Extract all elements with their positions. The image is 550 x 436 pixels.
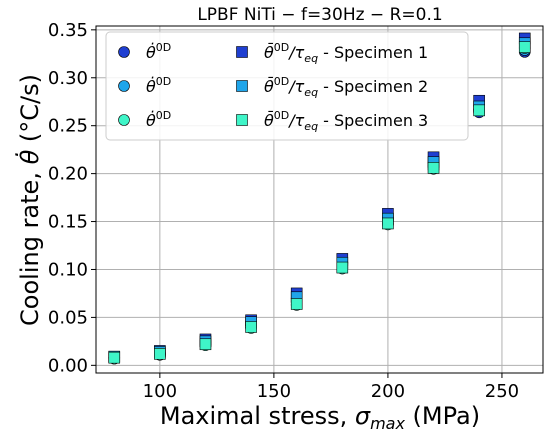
legend-label-rest: - Specimen 2 (318, 77, 428, 96)
y-axis-label-symbol: θ̇ (15, 149, 44, 164)
y-tick-label: 0.25 (48, 116, 88, 137)
axis-ticks: 100 150 200 250 0.00 0.05 0.10 0.15 0.20 0.25 0.30… (48, 20, 519, 402)
legend-label-base: θ̄ (264, 43, 274, 62)
y-tick-label: 0.00 (48, 355, 88, 376)
data-point-square (336, 261, 349, 274)
data-point-square (427, 162, 440, 174)
legend-entry: θ̄0D/τeq - Specimen 3 (236, 109, 428, 133)
legend-label-base: θ̄ (264, 77, 274, 96)
data-points (108, 32, 531, 365)
y-axis-label-prefix: Cooling rate, (16, 164, 44, 326)
legend-label-rest: - Specimen 3 (318, 111, 428, 130)
legend-frame (105, 31, 469, 141)
y-tick-label: 0.15 (48, 212, 88, 233)
legend-label: θ̇0D (146, 109, 171, 130)
legend-marker-square (236, 46, 248, 58)
x-axis-label-suffix: (MPa) (405, 402, 480, 430)
legend-label-sup: 0D (274, 109, 289, 122)
legend-label-sup: 0D (156, 109, 171, 122)
legend-entry: θ̇0D (118, 41, 171, 62)
legend-label-slash: /τ (287, 111, 304, 130)
data-point-square (245, 321, 257, 333)
legend-label: θ̄0D/τeq - Specimen 1 (264, 41, 428, 65)
legend-marker-circle (118, 46, 130, 58)
data-point-square (518, 41, 531, 53)
y-axis-label-suffix: (°C/s) (16, 74, 44, 150)
legend-label-sub: eq (304, 86, 318, 99)
chart-title: LPBF NiTi − f=30Hz − R=0.1 (197, 5, 442, 25)
legend-marker-circle (118, 114, 130, 126)
legend-label-sup: 0D (156, 75, 171, 88)
legend-label: θ̇0D (146, 41, 171, 62)
legend-label-base: θ̇ (146, 111, 156, 130)
legend-label-slash: /τ (287, 77, 304, 96)
data-point-square (290, 298, 303, 310)
legend-label-sup: 0D (274, 41, 289, 54)
x-axis-label: Maximal stress, σmax (MPa) (160, 402, 480, 433)
legend-entry: θ̇0D (118, 75, 171, 96)
data-point-square (473, 104, 485, 117)
data-point-square (108, 351, 121, 364)
data-point-square (199, 338, 212, 351)
x-tick-label: 250 (485, 381, 519, 402)
x-tick-label: 150 (257, 381, 291, 402)
legend-label-sup: 0D (274, 75, 289, 88)
x-tick-label: 100 (143, 381, 177, 402)
x-axis-label-prefix: Maximal stress, (160, 402, 355, 430)
legend-label-base: θ̇ (146, 77, 156, 96)
legend-marker-square (236, 80, 248, 92)
legend-label-sub: eq (304, 120, 318, 133)
x-axis-label-symbol: σ (355, 402, 371, 430)
data-point-square (382, 217, 394, 230)
legend-label-base: θ̇ (146, 43, 156, 62)
x-axis-label-subscript: max (370, 414, 405, 433)
y-tick-label: 0.30 (48, 68, 88, 89)
legend-label-slash: /τ (287, 43, 304, 62)
legend-label-sup: 0D (156, 41, 171, 54)
y-tick-label: 0.10 (48, 259, 88, 280)
data-point-square (154, 348, 166, 360)
legend-label: θ̄0D/τeq - Specimen 2 (264, 75, 428, 99)
series-6 (108, 41, 531, 364)
y-axis-label: Cooling rate, θ̇ (°C/s) (15, 74, 44, 326)
legend-label-sub: eq (304, 52, 318, 65)
legend-label-base: θ̄ (264, 111, 274, 130)
legend-entry: θ̇0D (118, 109, 171, 130)
y-tick-label: 0.20 (48, 164, 88, 185)
legend-label: θ̄0D/τeq - Specimen 3 (264, 109, 428, 133)
plot-area-frame (95, 25, 544, 374)
legend: θ̇0Dθ̇0Dθ̇0Dθ̄0D/τeq - Specimen 1θ̄0D/τe… (105, 31, 469, 141)
legend-label: θ̇0D (146, 75, 171, 96)
legend-label-rest: - Specimen 1 (318, 43, 428, 62)
legend-marker-circle (118, 80, 130, 92)
legend-entry: θ̄0D/τeq - Specimen 1 (236, 41, 428, 65)
x-tick-label: 200 (371, 381, 405, 402)
y-tick-label: 0.05 (48, 307, 88, 328)
y-tick-label: 0.35 (48, 20, 88, 41)
legend-entry: θ̄0D/τeq - Specimen 2 (236, 75, 428, 99)
legend-marker-square (236, 114, 248, 126)
